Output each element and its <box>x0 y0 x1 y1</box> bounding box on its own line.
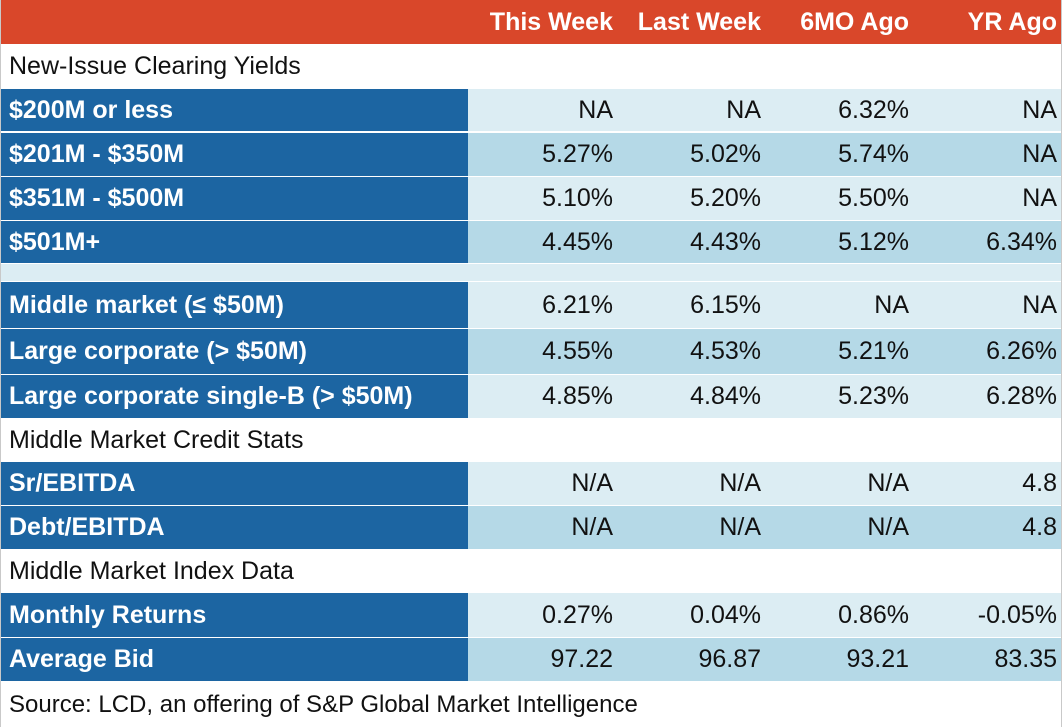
column-header: 6MO Ago <box>800 7 909 36</box>
table-row: Average Bid 97.22 96.87 93.21 83.35 <box>0 638 1062 681</box>
row-label: Average Bid <box>0 638 468 681</box>
header-corner <box>0 0 468 44</box>
data-cell: 5.20% <box>617 177 764 220</box>
row-label: $501M+ <box>0 221 468 263</box>
table-row: Debt/EBITDA N/A N/A N/A 4.8 <box>0 506 1062 549</box>
data-cell: 5.50% <box>764 177 912 220</box>
row-label: Monthly Returns <box>0 593 468 637</box>
data-cell: NA <box>912 282 1062 328</box>
table-row: Large corporate single-B (> $50M) 4.85% 4.… <box>0 375 1062 418</box>
row-label: Large corporate single-B (> $50M) <box>0 375 468 418</box>
data-cell: 93.21 <box>764 638 912 681</box>
data-cell: 0.04% <box>617 593 764 637</box>
section-title: Middle Market Credit Stats <box>0 419 1062 461</box>
data-cell: 4.55% <box>468 329 617 374</box>
data-cell: 4.45% <box>468 221 617 263</box>
data-cell: 4.43% <box>617 221 764 263</box>
data-cell: NA <box>468 89 617 131</box>
section-title-row: New-Issue Clearing Yields <box>0 45 1062 88</box>
table-row: Sr/EBITDA N/A N/A N/A 4.8 <box>0 462 1062 505</box>
data-cell: 6.15% <box>617 282 764 328</box>
section-title: New-Issue Clearing Yields <box>0 45 1062 88</box>
data-cell: N/A <box>764 462 912 505</box>
source-note: Source: LCD, an offering of S&P Global M… <box>9 690 638 718</box>
data-cell: 5.02% <box>617 133 764 176</box>
data-cell: NA <box>617 89 764 131</box>
data-cell: 6.28% <box>912 375 1062 418</box>
column-header: Last Week <box>637 7 761 36</box>
data-cell: 6.21% <box>468 282 617 328</box>
table-row: Large corporate (> $50M) 4.55% 4.53% 5.21% 6… <box>0 329 1062 374</box>
data-cell: 5.21% <box>764 329 912 374</box>
data-cell: 5.27% <box>468 133 617 176</box>
data-cell: N/A <box>617 462 764 505</box>
data-cell: N/A <box>468 506 617 549</box>
row-label: Large corporate (> $50M) <box>0 329 468 374</box>
data-cell: NA <box>764 282 912 328</box>
column-header: YR Ago <box>967 7 1057 36</box>
header-row: This Week Last Week 6MO Ago YR Ago <box>0 0 1062 44</box>
data-cell: 4.8 <box>912 506 1062 549</box>
data-cell: 5.23% <box>764 375 912 418</box>
column-header: This Week <box>489 7 613 36</box>
data-cell: 4.8 <box>912 462 1062 505</box>
row-label: $201M - $350M <box>0 133 468 176</box>
table-row: Middle market (≤ $50M) 6.21% 6.15% NA NA <box>0 282 1062 328</box>
data-cell: 4.84% <box>617 375 764 418</box>
data-cell: 0.86% <box>764 593 912 637</box>
data-cell: 4.85% <box>468 375 617 418</box>
source-row: Source: LCD, an offering of S&P Global M… <box>0 682 1062 727</box>
data-cell: 6.32% <box>764 89 912 131</box>
row-label: Middle market (≤ $50M) <box>0 282 468 328</box>
row-label: $351M - $500M <box>0 177 468 220</box>
row-label: Sr/EBITDA <box>0 462 468 505</box>
data-cell: -0.05% <box>912 593 1062 637</box>
spacer-fill <box>0 264 1062 281</box>
data-cell: NA <box>912 133 1062 176</box>
data-cell: 83.35 <box>912 638 1062 681</box>
data-cell: 96.87 <box>617 638 764 681</box>
data-cell: NA <box>912 89 1062 131</box>
data-cell: 0.27% <box>468 593 617 637</box>
table-row: $201M - $350M 5.27% 5.02% 5.74% NA <box>0 133 1062 176</box>
data-cell: 97.22 <box>468 638 617 681</box>
data-cell: N/A <box>617 506 764 549</box>
data-cell: 6.34% <box>912 221 1062 263</box>
data-cell: N/A <box>764 506 912 549</box>
data-cell: NA <box>912 177 1062 220</box>
row-label: Debt/EBITDA <box>0 506 468 549</box>
table-row: $501M+ 4.45% 4.43% 5.12% 6.34% <box>0 221 1062 263</box>
section-title-row: Middle Market Credit Stats <box>0 419 1062 461</box>
data-cell: 5.74% <box>764 133 912 176</box>
table-row: Monthly Returns 0.27% 0.04% 0.86% -0.05% <box>0 593 1062 637</box>
table-row: $200M or less NA NA 6.32% NA <box>0 89 1062 131</box>
data-cell: N/A <box>468 462 617 505</box>
table-row: $351M - $500M 5.10% 5.20% 5.50% NA <box>0 177 1062 220</box>
row-label: $200M or less <box>0 89 468 131</box>
section-title-row: Middle Market Index Data <box>0 550 1062 592</box>
data-cell: 5.10% <box>468 177 617 220</box>
data-cell: 6.26% <box>912 329 1062 374</box>
data-cell: 4.53% <box>617 329 764 374</box>
section-title: Middle Market Index Data <box>0 550 1062 592</box>
data-cell: 5.12% <box>764 221 912 263</box>
spacer-row <box>0 264 1062 281</box>
